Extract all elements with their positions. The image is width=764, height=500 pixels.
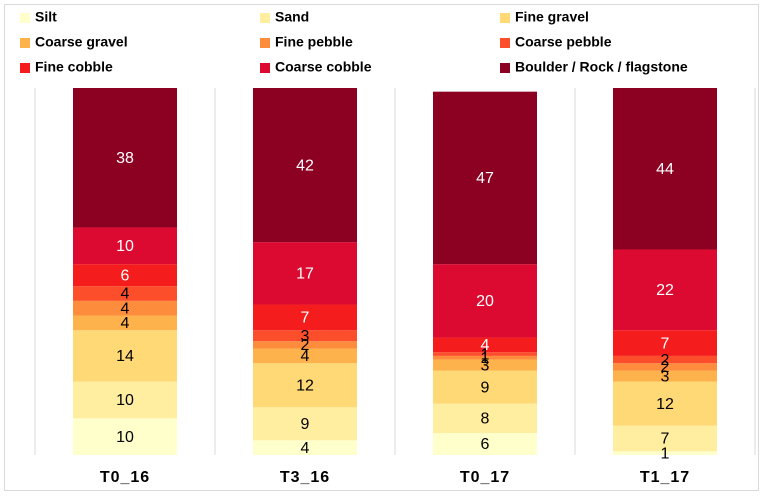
- legend-swatch: [260, 13, 270, 23]
- legend-swatch: [500, 13, 510, 23]
- legend-label: Coarse cobble: [275, 59, 372, 75]
- value-label: 1: [481, 346, 490, 363]
- bar-segment: [253, 304, 357, 331]
- value-label: 8: [481, 411, 490, 428]
- value-label: 10: [116, 429, 134, 446]
- legend-label: Sand: [275, 9, 309, 25]
- value-label: 7: [661, 335, 670, 352]
- value-label: 4: [121, 286, 130, 303]
- bar-segment: [613, 330, 717, 356]
- value-label: 10: [116, 238, 134, 255]
- bar-segment: [73, 227, 177, 265]
- legend-label: Fine cobble: [35, 59, 113, 75]
- value-label: 3: [481, 357, 490, 374]
- bar-segment: [613, 249, 717, 331]
- value-label: 2: [661, 359, 670, 376]
- bar-segment: [433, 91, 537, 265]
- bar-segment: [613, 370, 717, 382]
- value-label: 44: [656, 161, 674, 178]
- bar-segment: [73, 330, 177, 382]
- value-label: 42: [296, 157, 314, 174]
- value-label: 12: [656, 396, 674, 413]
- x-tick-label: T0_16: [100, 469, 150, 486]
- legend-swatch: [260, 38, 270, 48]
- value-label: 22: [656, 282, 674, 299]
- bar-segment: [433, 337, 537, 353]
- bar-segment: [253, 440, 357, 455]
- bar-segment: [613, 425, 717, 452]
- value-label: 4: [481, 337, 490, 354]
- x-tick-label: T3_16: [280, 469, 330, 486]
- bar-segment: [613, 363, 717, 371]
- value-label: 7: [661, 431, 670, 448]
- value-label: 6: [121, 267, 130, 284]
- bar-segment: [73, 88, 177, 228]
- bar-segment: [433, 370, 537, 404]
- value-label: 4: [121, 300, 130, 317]
- value-label: 12: [296, 377, 314, 394]
- value-label: 4: [301, 348, 310, 365]
- bar-segment: [253, 407, 357, 441]
- legend-label: Fine gravel: [515, 9, 589, 25]
- value-label: 3: [301, 328, 310, 345]
- bar-segment: [73, 264, 177, 287]
- bar-segment: [433, 432, 537, 455]
- x-tick-label: T0_17: [460, 469, 510, 486]
- value-label: 47: [476, 170, 494, 187]
- legend-label: Boulder / Rock / flagstone: [515, 59, 688, 75]
- value-label: 9: [301, 416, 310, 433]
- bar-segment: [253, 348, 357, 364]
- bar-segment: [73, 315, 177, 331]
- bar-segment: [253, 88, 357, 243]
- value-label: 4: [121, 315, 130, 332]
- bar-segment: [73, 381, 177, 419]
- value-label: 7: [301, 310, 310, 327]
- bar-segment: [433, 264, 537, 338]
- value-label: 2: [301, 337, 310, 354]
- value-label: 9: [481, 379, 490, 396]
- value-label: 6: [481, 436, 490, 453]
- value-label: 1: [481, 350, 490, 367]
- bar-segment: [613, 451, 717, 455]
- value-label: 20: [476, 293, 494, 310]
- legend-label: Coarse pebble: [515, 34, 612, 50]
- bar-segment: [253, 341, 357, 349]
- legend-swatch: [260, 63, 270, 73]
- bar-segment: [433, 359, 537, 371]
- value-label: 2: [661, 352, 670, 369]
- legend-swatch: [500, 38, 510, 48]
- bar-segment: [433, 403, 537, 433]
- value-label: 38: [116, 150, 134, 167]
- value-label: 10: [116, 392, 134, 409]
- bar-segment: [433, 355, 537, 360]
- bar-segment: [73, 286, 177, 301]
- bar-segment: [613, 88, 717, 250]
- legend-swatch: [20, 63, 30, 73]
- value-label: 1: [661, 445, 670, 462]
- value-label: 3: [661, 368, 670, 385]
- bar-segment: [253, 242, 357, 305]
- bar-segment: [73, 418, 177, 455]
- value-label: 4: [301, 440, 310, 457]
- legend-swatch: [20, 38, 30, 48]
- x-tick-label: T1_17: [640, 469, 690, 486]
- legend-label: Fine pebble: [275, 34, 353, 50]
- bar-segment: [253, 330, 357, 342]
- value-label: 17: [296, 266, 314, 283]
- bar-segment: [433, 352, 537, 356]
- legend-label: Silt: [35, 9, 57, 25]
- legend-swatch: [500, 63, 510, 73]
- legend-label: Coarse gravel: [35, 34, 128, 50]
- value-label: 14: [116, 348, 134, 365]
- bar-segment: [613, 381, 717, 426]
- bar-segment: [73, 300, 177, 316]
- bar-segment: [253, 363, 357, 408]
- bar-segment: [613, 355, 717, 364]
- legend-swatch: [20, 13, 30, 23]
